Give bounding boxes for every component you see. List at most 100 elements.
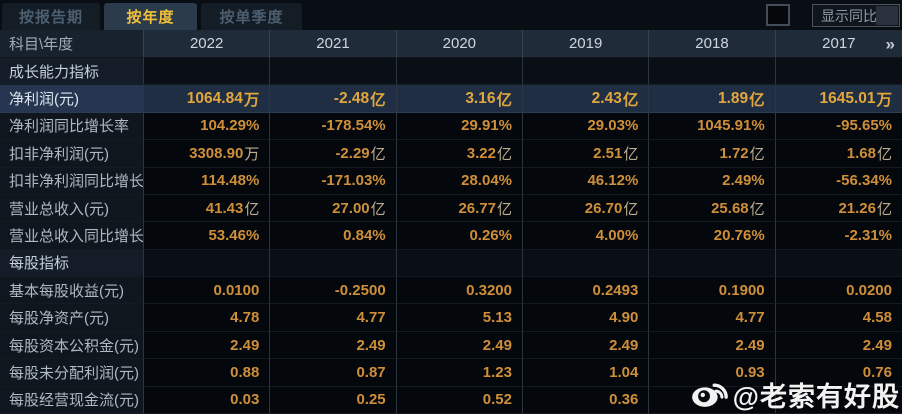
row-label: 净利润同比增长率 <box>0 112 144 141</box>
cell-value: 41.43 亿 <box>144 194 271 223</box>
row-label: 营业总收入同比增长率 <box>0 222 144 250</box>
cell-value: 0.3200 <box>396 277 523 305</box>
year-header-2022: 2022 <box>144 30 271 58</box>
row-label: 营业总收入(元) <box>0 194 144 223</box>
table-row: 扣非净利润同比增长率114.48%-171.03%28.04%46.12%2.4… <box>0 167 902 195</box>
cell-value: 3.16 亿 <box>396 85 523 113</box>
cell-value <box>396 58 523 86</box>
table-row: 营业总收入(元) 41.43 亿 27.00 亿 26.77 亿 26.70 亿 25.68 亿 21… <box>0 194 902 223</box>
cell-value: 4.77 <box>270 304 397 332</box>
cell-value <box>649 249 776 278</box>
cell-value: 0.0200 <box>775 277 902 305</box>
row-label: 扣非净利润(元) <box>0 140 144 168</box>
value-unit: 亿 <box>496 200 512 218</box>
cell-value: 0.84% <box>270 222 397 250</box>
cell-value: 1.04 <box>523 359 650 387</box>
cell-value <box>270 249 397 278</box>
show-yoy-checkbox[interactable] <box>766 4 790 26</box>
cell-value: -0.2500 <box>270 277 397 305</box>
more-columns-icon[interactable]: » <box>885 34 895 53</box>
value-unit: 亿 <box>749 145 765 163</box>
row-label: 净利润(元) <box>0 85 144 113</box>
cell-value: 114.48% <box>144 167 271 195</box>
table-header: 科目\年度 2022 2021 2020 2019 2018 2017 » <box>0 30 902 58</box>
value-unit: 亿 <box>749 91 765 109</box>
cell-value: 1.72 亿 <box>649 140 776 168</box>
cell-value: 0.03 <box>144 386 271 414</box>
value-unit: 亿 <box>623 200 639 218</box>
cell-value: 2.49 <box>523 331 650 360</box>
cell-value: 2.49 <box>649 331 776 360</box>
cell-value <box>775 249 902 278</box>
value-unit: 万 <box>876 91 892 109</box>
cell-value: 29.91% <box>396 112 523 141</box>
cell-value: 0.88 <box>144 359 271 387</box>
cell-value: 2.49 <box>775 331 902 360</box>
cell-value: 4.78 <box>144 304 271 332</box>
cell-value: 29.03% <box>523 112 650 141</box>
tab-report-period[interactable]: 按报告期 <box>2 3 100 30</box>
cell-value <box>775 58 902 86</box>
table-row: 净利润同比增长率 104.29% -178.54% 29.91% 29.03% 1045.… <box>0 112 902 141</box>
cell-value <box>144 58 271 86</box>
table-row: 每股资本公积金(元) 2.49 2.49 2.49 2.49 2.49 2.49 <box>0 331 902 360</box>
table-body: 成长能力指标 净利润(元) 1064.84 万 -2.48 亿 3.16 亿 2.43 亿 1.89… <box>0 58 902 414</box>
cell-value: 104.29% <box>144 112 271 141</box>
table-row: 每股未分配利润(元) 0.88 0.87 1.23 1.04 0.93 0.76 <box>0 359 902 387</box>
show-yoy-toggle[interactable]: 显示同比 <box>812 4 900 27</box>
cell-value <box>649 58 776 86</box>
corner-header: 科目\年度 <box>0 30 144 58</box>
cell-value: -2.48 亿 <box>270 85 397 113</box>
cell-value: 5.13 <box>396 304 523 332</box>
cell-value: 1064.84 万 <box>144 85 271 113</box>
cell-value: 27.00 亿 <box>270 194 397 223</box>
cell-value: -2.29 亿 <box>270 140 397 168</box>
row-label: 基本每股收益(元) <box>0 277 144 305</box>
value-unit: 万 <box>244 145 260 163</box>
row-label: 每股未分配利润(元) <box>0 359 144 387</box>
value-unit: 亿 <box>622 91 639 109</box>
cell-value: 26.70 亿 <box>523 194 650 223</box>
cell-value <box>775 386 902 414</box>
cell-value: 21.26 亿 <box>775 194 902 223</box>
cell-value: 28.04% <box>396 167 523 195</box>
tab-annual[interactable]: 按年度 <box>104 3 197 30</box>
year-header-2019: 2019 <box>523 30 650 58</box>
cell-value: 1.68 亿 <box>775 140 902 168</box>
table-row: 净利润(元) 1064.84 万 -2.48 亿 3.16 亿 2.43 亿 1.89 亿 1645.… <box>0 85 902 113</box>
row-label: 扣非净利润同比增长率 <box>0 167 144 195</box>
cell-value: 25.68 亿 <box>649 194 776 223</box>
cell-value: 4.58 <box>775 304 902 332</box>
cell-value: 0.36 <box>523 386 650 414</box>
cell-value: 46.12% <box>523 167 650 195</box>
cell-value: 2.49 <box>144 331 271 360</box>
cell-value: 20.76% <box>649 222 776 250</box>
table-row: 成长能力指标 <box>0 58 902 86</box>
value-unit: 亿 <box>749 200 765 218</box>
value-unit: 亿 <box>370 91 386 109</box>
cell-value: 3.22 亿 <box>396 140 523 168</box>
tab-single-quarter[interactable]: 按单季度 <box>201 3 302 30</box>
cell-value: 1.89 亿 <box>649 85 776 113</box>
cell-value: 0.76 <box>775 359 902 387</box>
cell-value <box>396 249 523 278</box>
cell-value <box>523 58 650 86</box>
section-label: 每股指标 <box>0 249 144 278</box>
value-unit: 亿 <box>370 145 386 163</box>
cell-value: -178.54% <box>270 112 397 141</box>
cell-value <box>144 249 271 278</box>
cell-value: -56.34% <box>775 167 902 195</box>
cell-value: 2.43 亿 <box>523 85 650 113</box>
dropdown-thumb <box>876 6 898 25</box>
cell-value: 26.77 亿 <box>396 194 523 223</box>
cell-value: 0.2493 <box>523 277 650 305</box>
cell-value: 4.77 <box>649 304 776 332</box>
cell-value: 0.87 <box>270 359 397 387</box>
value-unit: 亿 <box>876 145 892 163</box>
cell-value: -95.65% <box>775 112 902 141</box>
cell-value: 0.1900 <box>649 277 776 305</box>
table-row: 每股经营现金流(元) 0.03 0.25 0.52 0.36 <box>0 386 902 414</box>
row-label: 每股净资产(元) <box>0 304 144 332</box>
value-unit: 亿 <box>370 200 386 218</box>
cell-value: 0.25 <box>270 386 397 414</box>
